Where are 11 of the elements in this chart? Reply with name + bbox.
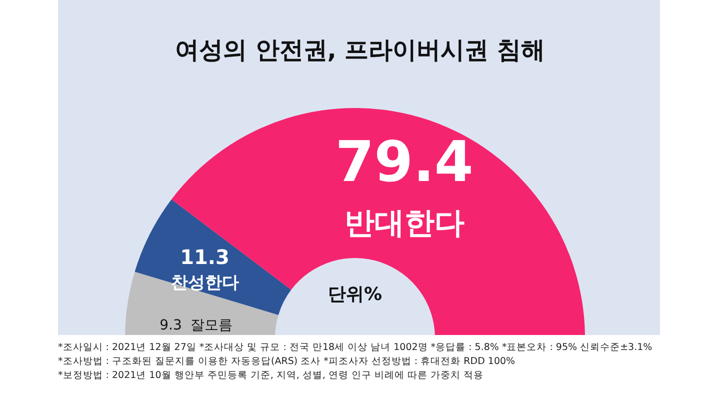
data-label: 9.3 — [160, 317, 182, 334]
slice-label: 잘모름 — [190, 317, 233, 334]
text: 단위% — [328, 284, 382, 305]
data-label: 79.4 — [335, 130, 474, 196]
data-label: 11.3 — [180, 244, 230, 269]
slice-label: 반대한다 — [344, 206, 464, 242]
text: *조사방법 : 구조화된 질문지를 이용한 자동응답(ARS) 조사 *피조사자 선정방법 : 휴대전화 RDD 100% — [58, 356, 516, 367]
text: *보정방법 : 2021년 10월 행안부 주민등록 기준, 지역, 성별, 연령 인구 비례에 따른 가중치 적용 — [58, 370, 484, 381]
chart-title: 여성의 안전권, 프라이버시권 침해 — [174, 36, 546, 64]
text: *조사일시 : 2021년 12월 27일 *조사대상 및 규모 : 전국 만18세 이상 남녀 1002명 *응답률 : 5.8% *표본오차 : 95% 신뢰수준±3.1% — [58, 342, 652, 353]
slice-label: 찬성한다 — [170, 272, 239, 293]
